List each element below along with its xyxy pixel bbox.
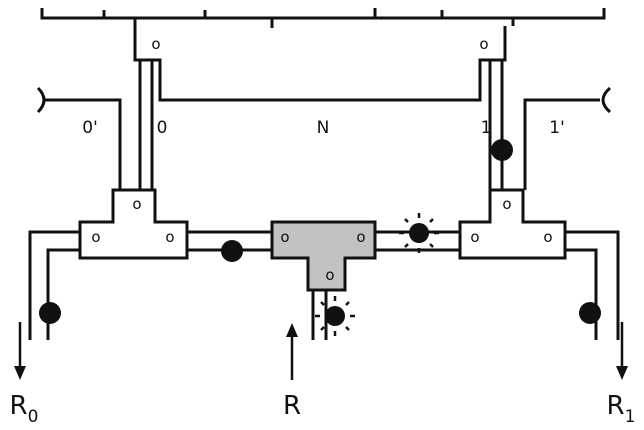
- wire-left-outer: [28, 230, 80, 340]
- output-center-label: R: [283, 391, 301, 421]
- center-switch-port-bottom: o: [325, 266, 334, 284]
- arrow-center-up: [286, 323, 298, 380]
- token-right-rail: [491, 139, 513, 161]
- port-top-right: o: [479, 35, 488, 53]
- right-rail-1prime: [523, 98, 600, 190]
- right-switch: [458, 188, 567, 260]
- left-rail-0prime: [45, 98, 122, 190]
- output-right-label: R1: [607, 391, 636, 427]
- flashing-token-upper: [399, 213, 439, 253]
- left-cap: [36, 86, 46, 114]
- output-left-label: R0: [10, 391, 39, 427]
- top-left-junction: [133, 26, 507, 102]
- wire-left-inner: [46, 248, 80, 340]
- top-bus: [40, 8, 606, 28]
- center-switch-port-left: o: [280, 228, 289, 246]
- left-switch: [78, 188, 189, 260]
- left-switch-port-right: o: [165, 228, 174, 246]
- right-switch-port-top: o: [502, 195, 511, 213]
- wire-right-inner: [565, 248, 598, 340]
- left-switch-port-top: o: [132, 195, 141, 213]
- token-right-drop: [579, 302, 601, 324]
- center-switch: [270, 220, 377, 292]
- flashing-token-lower: [315, 296, 355, 336]
- arrow-right-down: [616, 322, 628, 380]
- label-0: 0: [157, 118, 168, 138]
- label-0prime: 0': [82, 118, 98, 138]
- right-switch-port-right: o: [543, 228, 552, 246]
- arrow-left-down: [14, 322, 26, 380]
- wire-right-outer: [565, 230, 620, 340]
- right-switch-port-left: o: [470, 228, 479, 246]
- label-1prime: 1': [549, 118, 565, 138]
- token-left-drop: [39, 302, 61, 324]
- right-cap: [601, 86, 612, 114]
- token-left-wire: [221, 240, 243, 262]
- center-switch-port-right: o: [356, 228, 365, 246]
- label-n: N: [317, 118, 330, 138]
- left-switch-port-left: o: [91, 228, 100, 246]
- port-top-left: o: [151, 35, 160, 53]
- label-1: 1: [481, 118, 492, 138]
